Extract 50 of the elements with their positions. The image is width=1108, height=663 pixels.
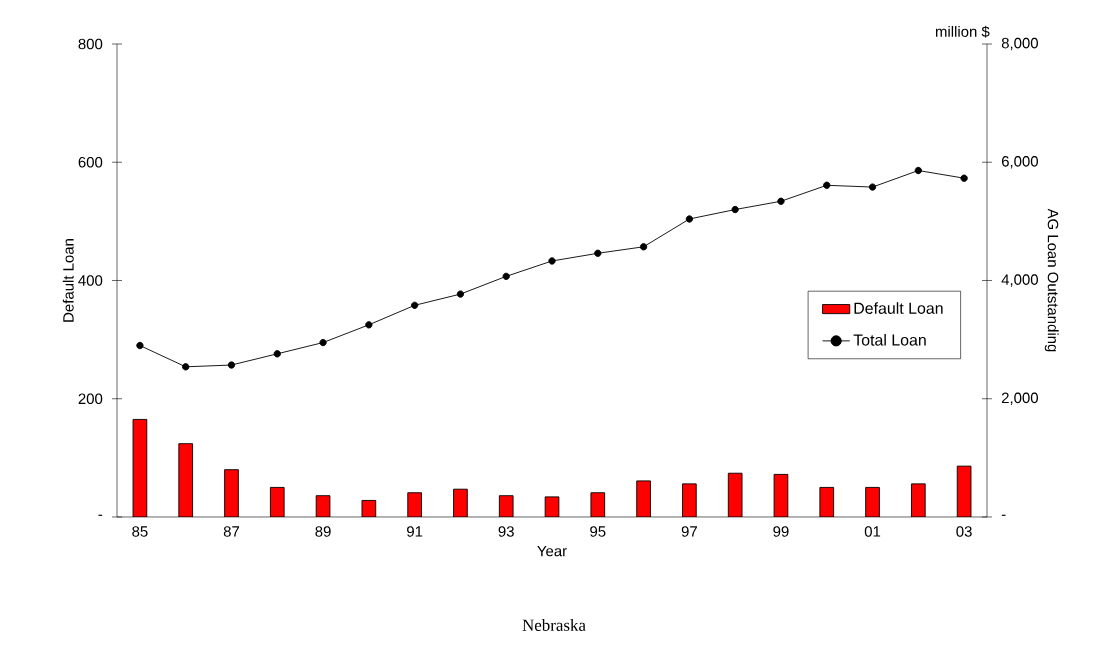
point (456, 290, 465, 298)
y2-tick-label: 8,000 (1001, 37, 1038, 51)
bar (865, 486, 880, 517)
point (823, 181, 831, 189)
point (273, 350, 281, 358)
x-tick-label: 89 (315, 526, 331, 537)
y-tick-label: 200 (78, 393, 103, 405)
point (914, 166, 922, 175)
point (365, 321, 373, 329)
bar (407, 492, 422, 517)
y-tick-label: 600 (78, 156, 103, 168)
point (594, 249, 602, 257)
y2-tick-label: - (1001, 514, 1006, 516)
x-tick-label: 01 (864, 526, 881, 537)
point (639, 243, 648, 251)
point (548, 257, 556, 265)
legend-label: Default Loan (854, 302, 943, 314)
x-tick-label: 95 (590, 526, 606, 537)
point (502, 272, 510, 280)
y-axis-title: Default Loan (62, 239, 74, 322)
point (227, 361, 236, 369)
x-tick-label: 87 (223, 526, 240, 537)
point (960, 174, 968, 182)
y-tick-label: 400 (78, 275, 103, 286)
x-tick-label: 85 (132, 526, 148, 537)
point (411, 301, 419, 309)
point (319, 338, 327, 347)
text: Nebraska (522, 619, 586, 631)
x-axis-title: Year (537, 545, 567, 557)
point (868, 183, 877, 191)
x-tick-label: 99 (773, 526, 789, 537)
bar (224, 469, 239, 517)
x-tick-label: 97 (681, 526, 697, 537)
legend-label: Total Loan (853, 333, 926, 346)
point (136, 341, 144, 350)
y2-tick-label: 6,000 (1001, 156, 1038, 169)
y2-axis-title: AG Loan Outstanding (1044, 208, 1059, 352)
x-tick-label: 03 (956, 526, 972, 537)
y2-tick-label: 2,000 (1001, 392, 1038, 405)
point (731, 205, 739, 214)
y2-tick-label: 4,000 (1001, 274, 1038, 287)
point (777, 197, 785, 205)
point (182, 363, 190, 371)
bar (178, 443, 194, 517)
point (685, 215, 694, 223)
y-tick-label: - (98, 514, 103, 516)
text: million $ (935, 25, 990, 38)
y-tick-label: 800 (78, 38, 103, 50)
x-tick-label: 91 (407, 526, 423, 537)
x-tick-label: 93 (498, 526, 514, 537)
